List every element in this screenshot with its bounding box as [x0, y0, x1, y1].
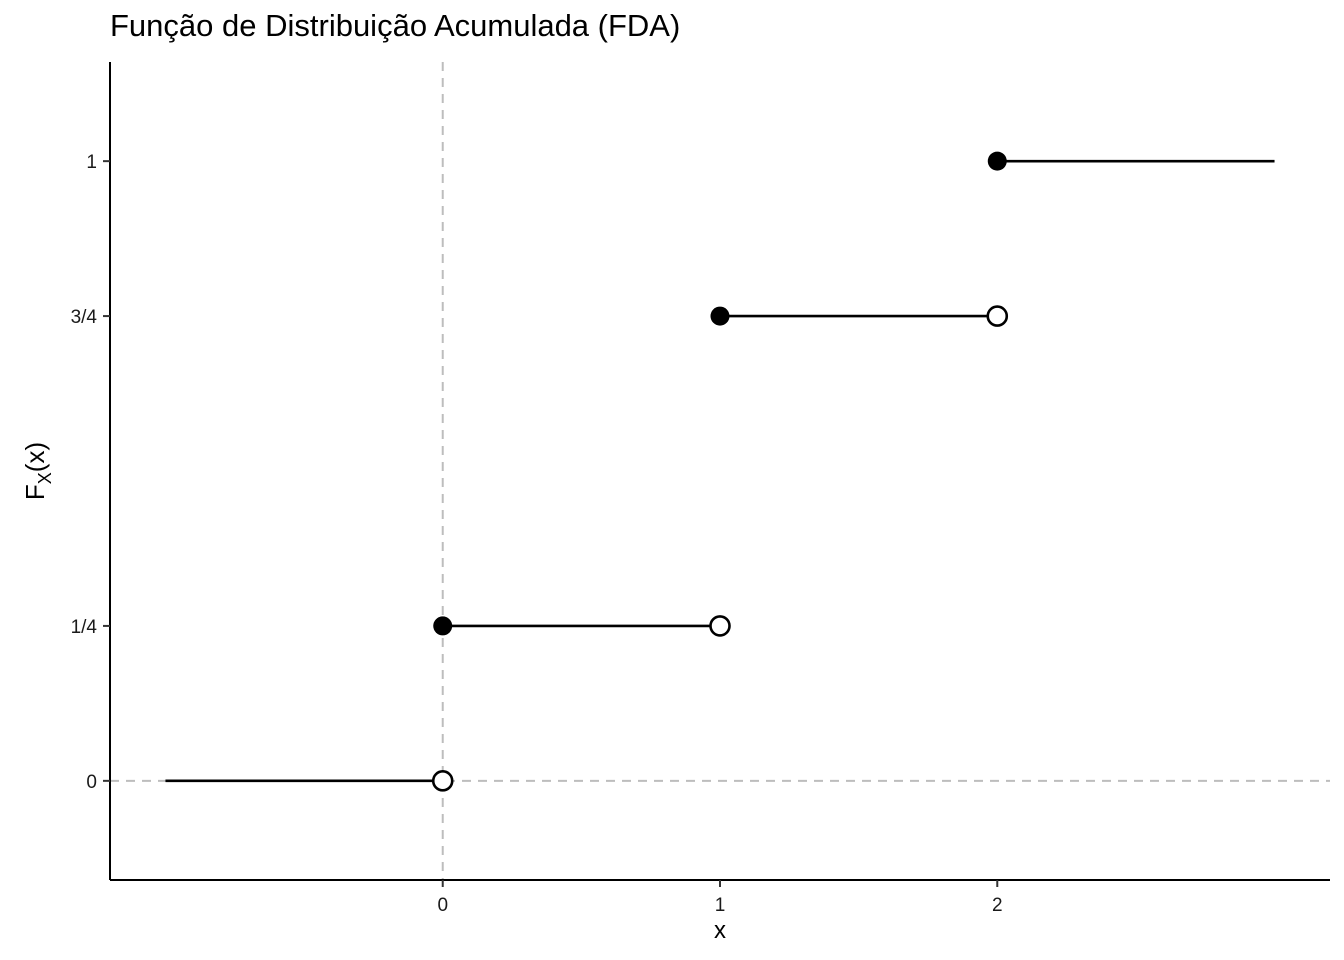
y-axis-title-subscript: X [35, 472, 55, 484]
closed-point [710, 306, 730, 326]
open-point [709, 615, 731, 637]
x-axis-title: x [714, 917, 726, 944]
closed-point [987, 151, 1007, 171]
y-tick-label: 3/4 [71, 307, 98, 328]
chart-title: Função de Distribuição Acumulada (FDA) [110, 8, 681, 43]
closed-point [433, 616, 453, 636]
step-segments [165, 159, 1275, 783]
y-tick-label: 1 [86, 152, 97, 173]
x-tick-label: 0 [437, 895, 448, 916]
y-tick-label: 1/4 [71, 617, 98, 638]
open-point [986, 305, 1009, 327]
reference-lines [110, 62, 1330, 880]
step-points [431, 151, 1009, 792]
axes [103, 62, 1330, 887]
x-tick-label: 1 [715, 895, 726, 916]
open-point [431, 770, 454, 792]
x-tick-label: 2 [992, 895, 1003, 916]
y-axis-title: FX(x) [20, 442, 55, 500]
y-axis-title-rest: (x) [20, 442, 50, 472]
y-axis-title-main: F [20, 484, 50, 500]
tick-labels: 0 1 2 0 1/4 3/4 1 [71, 152, 1003, 916]
y-tick-label: 0 [86, 772, 97, 793]
